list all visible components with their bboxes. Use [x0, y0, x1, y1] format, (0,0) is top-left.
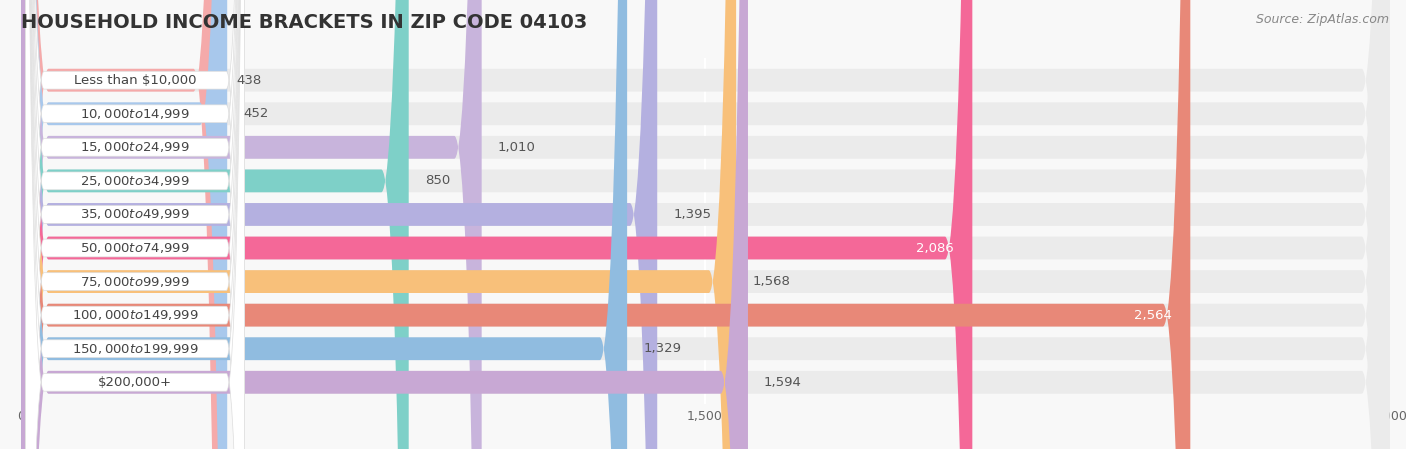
- FancyBboxPatch shape: [21, 0, 1389, 449]
- FancyBboxPatch shape: [21, 0, 627, 449]
- Text: $200,000+: $200,000+: [98, 376, 172, 389]
- Text: 1,010: 1,010: [498, 141, 536, 154]
- Text: $10,000 to $14,999: $10,000 to $14,999: [80, 107, 190, 121]
- Text: 1,594: 1,594: [763, 376, 801, 389]
- FancyBboxPatch shape: [21, 0, 1389, 449]
- Text: 452: 452: [243, 107, 269, 120]
- FancyBboxPatch shape: [25, 0, 245, 449]
- FancyBboxPatch shape: [21, 0, 1191, 449]
- Text: $25,000 to $34,999: $25,000 to $34,999: [80, 174, 190, 188]
- FancyBboxPatch shape: [21, 0, 1389, 449]
- FancyBboxPatch shape: [25, 0, 245, 449]
- FancyBboxPatch shape: [21, 0, 1389, 449]
- Text: 2,564: 2,564: [1135, 308, 1173, 321]
- Text: HOUSEHOLD INCOME BRACKETS IN ZIP CODE 04103: HOUSEHOLD INCOME BRACKETS IN ZIP CODE 04…: [21, 13, 588, 32]
- Text: $50,000 to $74,999: $50,000 to $74,999: [80, 241, 190, 255]
- FancyBboxPatch shape: [21, 0, 1389, 449]
- Text: $15,000 to $24,999: $15,000 to $24,999: [80, 141, 190, 154]
- FancyBboxPatch shape: [21, 0, 1389, 449]
- Text: 1,329: 1,329: [643, 342, 681, 355]
- FancyBboxPatch shape: [21, 0, 973, 449]
- FancyBboxPatch shape: [25, 0, 245, 449]
- FancyBboxPatch shape: [25, 0, 245, 449]
- Text: 850: 850: [425, 174, 450, 187]
- Text: 438: 438: [236, 74, 262, 87]
- FancyBboxPatch shape: [21, 0, 1389, 449]
- FancyBboxPatch shape: [21, 0, 221, 449]
- Text: 1,568: 1,568: [752, 275, 790, 288]
- Text: Less than $10,000: Less than $10,000: [75, 74, 197, 87]
- FancyBboxPatch shape: [21, 0, 1389, 449]
- FancyBboxPatch shape: [25, 0, 245, 449]
- Text: $150,000 to $199,999: $150,000 to $199,999: [72, 342, 198, 356]
- FancyBboxPatch shape: [21, 0, 228, 449]
- Text: $75,000 to $99,999: $75,000 to $99,999: [80, 275, 190, 289]
- FancyBboxPatch shape: [25, 0, 245, 449]
- FancyBboxPatch shape: [25, 0, 245, 449]
- FancyBboxPatch shape: [25, 0, 245, 449]
- Text: $100,000 to $149,999: $100,000 to $149,999: [72, 308, 198, 322]
- FancyBboxPatch shape: [21, 0, 657, 449]
- Text: 2,086: 2,086: [917, 242, 955, 255]
- FancyBboxPatch shape: [21, 0, 409, 449]
- FancyBboxPatch shape: [25, 0, 245, 449]
- FancyBboxPatch shape: [25, 0, 245, 449]
- FancyBboxPatch shape: [21, 0, 737, 449]
- Text: Source: ZipAtlas.com: Source: ZipAtlas.com: [1256, 13, 1389, 26]
- FancyBboxPatch shape: [21, 0, 1389, 449]
- FancyBboxPatch shape: [21, 0, 748, 449]
- FancyBboxPatch shape: [21, 0, 1389, 449]
- Text: 1,395: 1,395: [673, 208, 711, 221]
- Text: $35,000 to $49,999: $35,000 to $49,999: [80, 207, 190, 221]
- FancyBboxPatch shape: [21, 0, 482, 449]
